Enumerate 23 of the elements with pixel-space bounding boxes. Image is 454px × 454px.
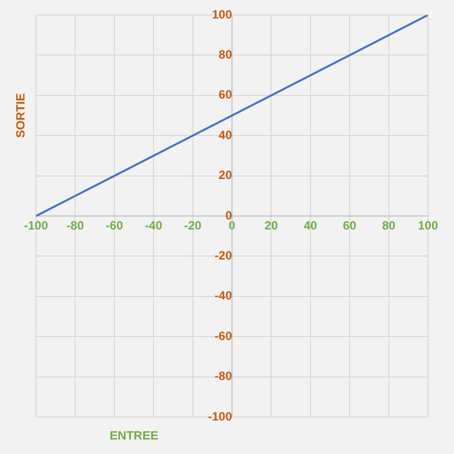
x-tick-label: -60: [106, 218, 124, 233]
x-tick-label: 20: [264, 218, 278, 233]
x-tick-label: 40: [304, 218, 318, 233]
y-tick-label: -80: [214, 369, 232, 384]
y-tick-label: 80: [218, 48, 232, 62]
y-tick-label: 40: [218, 128, 232, 142]
x-tick-label: 60: [342, 218, 357, 233]
x-tick-label: 80: [382, 218, 396, 233]
y-tick-label: 0: [225, 208, 232, 222]
x-axis-title: ENTREE: [110, 428, 158, 442]
x-tick-label: -100: [24, 218, 48, 233]
x-tick-label: 100: [418, 218, 438, 233]
y-tick-label: -40: [214, 288, 232, 303]
y-tick-label: -20: [214, 248, 232, 263]
y-axis-title: SORTIE: [13, 93, 28, 138]
y-tick-label: -100: [208, 409, 232, 424]
y-tick-label: 20: [218, 168, 232, 182]
y-tick-label: 100: [212, 7, 232, 22]
x-tick-label: -40: [144, 218, 163, 233]
x-tick-label: -20: [184, 218, 202, 233]
y-tick-label: -60: [214, 328, 232, 343]
x-tick-label: -80: [66, 218, 84, 233]
y-tick-label: 60: [218, 88, 232, 102]
